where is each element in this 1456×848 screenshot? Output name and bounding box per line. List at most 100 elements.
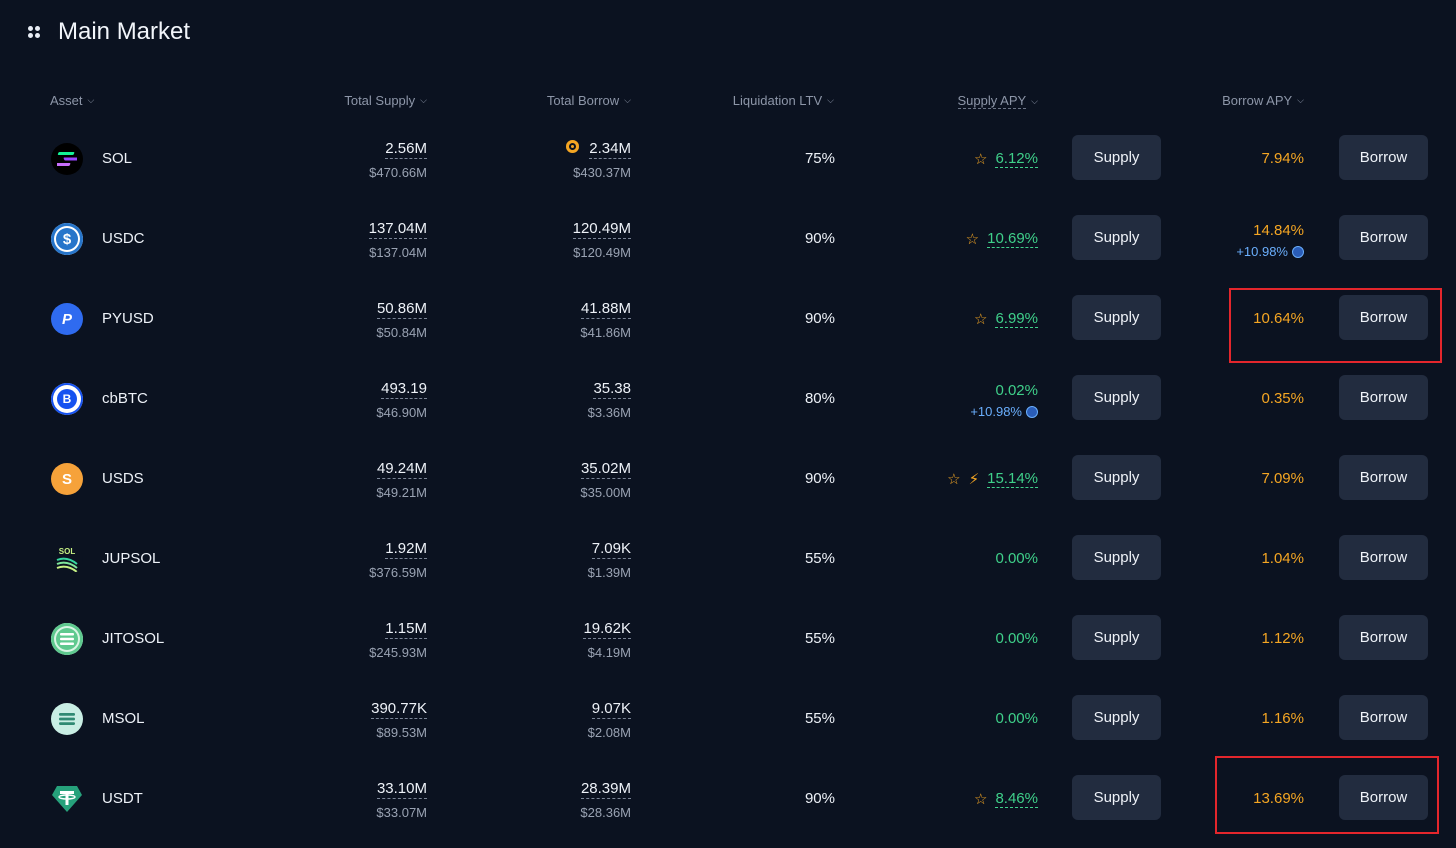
total-supply-amount: 50.86M xyxy=(376,300,427,319)
total-supply-cell: 49.24M $49.21M xyxy=(300,460,427,500)
supply-button[interactable]: Supply xyxy=(1072,375,1161,420)
total-borrow-usd: $41.86M xyxy=(580,325,631,340)
borrow-apy-value: 1.04% xyxy=(1261,550,1304,567)
total-supply-usd: $376.59M xyxy=(369,565,427,580)
column-label: Total Supply xyxy=(344,93,416,108)
star-icon[interactable]: ☆ xyxy=(974,791,988,808)
total-supply-cell: 493.19 $46.90M xyxy=(300,380,427,420)
table-row-cbbtc[interactable]: B cbBTC 493.19 $46.90M 35.38 $3.36M 80% … xyxy=(0,360,1456,440)
borrow-button[interactable]: Borrow xyxy=(1339,135,1428,180)
usdc-token-icon: $ xyxy=(51,223,83,255)
borrow-apy-cell: 14.84% +10.98% xyxy=(1170,222,1304,259)
column-header-total-supply[interactable]: Total Supply ⌵ xyxy=(300,93,427,108)
supply-apy-value: 0.02% xyxy=(995,382,1038,399)
total-supply-usd: $89.53M xyxy=(376,725,427,740)
total-supply-amount: 33.10M xyxy=(376,780,427,799)
liquidation-ltv: 90% xyxy=(804,230,835,247)
total-supply-usd: $50.84M xyxy=(376,325,427,340)
total-supply-usd: $49.21M xyxy=(376,485,427,500)
supply-button[interactable]: Supply xyxy=(1072,135,1161,180)
supply-button[interactable]: Supply xyxy=(1072,295,1161,340)
column-header-liquidation-ltv[interactable]: Liquidation LTV ⌵ xyxy=(700,93,834,108)
total-supply-cell: 137.04M $137.04M xyxy=(300,220,427,260)
supply-apy-value: 15.14% xyxy=(987,470,1038,488)
total-borrow-cell: 28.39M $28.36M xyxy=(500,780,631,820)
supply-apy-value: 6.99% xyxy=(995,310,1038,328)
total-supply-cell: 1.92M $376.59M xyxy=(300,540,427,580)
page-header: Main Market xyxy=(28,16,190,48)
column-header-supply-apy[interactable]: Supply APY ⌵ xyxy=(900,93,1038,109)
total-supply-amount: 1.92M xyxy=(385,540,427,559)
total-borrow-usd: $430.37M xyxy=(573,165,631,180)
table-row-jitosol[interactable]: JITOSOL 1.15M $245.93M 19.62K $4.19M 55%… xyxy=(0,600,1456,680)
grid-dots-icon[interactable] xyxy=(28,26,40,38)
column-label: Borrow APY xyxy=(1222,93,1293,108)
borrow-button[interactable]: Borrow xyxy=(1339,695,1428,740)
asset-symbol: USDS xyxy=(102,470,144,487)
table-row-usdt[interactable]: USDT 33.10M $33.07M 28.39M $28.36M 90% ☆… xyxy=(0,760,1456,840)
asset-symbol: JITOSOL xyxy=(102,630,165,647)
star-icon[interactable]: ☆ xyxy=(974,311,988,328)
table-row-usds[interactable]: S USDS 49.24M $49.21M 35.02M $35.00M 90%… xyxy=(0,440,1456,520)
table-row-jupsol[interactable]: SOL JUPSOL 1.92M $376.59M 7.09K $1.39M 5… xyxy=(0,520,1456,600)
total-borrow-cell: 9.07K $2.08M xyxy=(500,700,631,740)
star-icon[interactable]: ☆ xyxy=(974,151,988,168)
column-label: Liquidation LTV xyxy=(732,93,823,108)
total-borrow-amount: 35.02M xyxy=(580,460,631,479)
borrow-button[interactable]: Borrow xyxy=(1339,295,1428,340)
borrow-button[interactable]: Borrow xyxy=(1339,775,1428,820)
borrow-apy-value: 1.16% xyxy=(1261,710,1304,727)
supply-button[interactable]: Supply xyxy=(1072,615,1161,660)
total-borrow-usd: $35.00M xyxy=(580,485,631,500)
supply-button[interactable]: Supply xyxy=(1072,215,1161,260)
borrow-button[interactable]: Borrow xyxy=(1339,615,1428,660)
total-borrow-amount: 41.88M xyxy=(580,300,631,319)
supply-apy-cell: ☆ 10.69% xyxy=(900,230,1038,248)
table-row-pyusd[interactable]: P PYUSD 50.86M $50.84M 41.88M $41.86M 90… xyxy=(0,280,1456,360)
column-header-asset[interactable]: Asset ⌵ xyxy=(50,93,94,108)
total-supply-amount: 49.24M xyxy=(376,460,427,479)
supply-apy-value: 8.46% xyxy=(995,790,1038,808)
borrow-apy-value: 7.94% xyxy=(1261,150,1304,167)
borrow-apy-value: 10.64% xyxy=(1253,310,1304,327)
total-borrow-usd: $120.49M xyxy=(573,245,631,260)
jitosol-token-icon xyxy=(51,623,83,655)
total-borrow-usd: $3.36M xyxy=(587,405,631,420)
star-icon[interactable]: ☆ xyxy=(965,231,980,248)
usdt-token-icon xyxy=(51,783,83,815)
chevron-down-icon: ⌵ xyxy=(420,95,427,105)
supply-button[interactable]: Supply xyxy=(1072,775,1161,820)
column-label: Supply APY xyxy=(957,93,1027,109)
coin-icon xyxy=(566,140,580,153)
total-borrow-amount: 19.62K xyxy=(583,620,631,639)
page-title: Main Market xyxy=(58,18,191,45)
table-row-sol[interactable]: SOL 2.56M $470.66M 2.34M $430.37M 75% ☆ 6… xyxy=(0,120,1456,200)
liquidation-ltv: 80% xyxy=(804,390,835,407)
table-row-msol[interactable]: MSOL 390.77K $89.53M 9.07K $2.08M 55% 0.… xyxy=(0,680,1456,760)
total-borrow-cell: 19.62K $4.19M xyxy=(500,620,631,660)
supply-button[interactable]: Supply xyxy=(1072,455,1161,500)
supply-button[interactable]: Supply xyxy=(1072,695,1161,740)
column-header-total-borrow[interactable]: Total Borrow ⌵ xyxy=(500,93,631,108)
supply-apy-cell: ☆ 8.46% xyxy=(900,790,1038,808)
total-supply-usd: $137.04M xyxy=(369,245,427,260)
total-supply-amount: 1.15M xyxy=(385,620,427,639)
borrow-button[interactable]: Borrow xyxy=(1339,375,1428,420)
table-row-usdc[interactable]: $ USDC 137.04M $137.04M 120.49M $120.49M… xyxy=(0,200,1456,280)
liquidation-ltv: 75% xyxy=(804,150,835,167)
column-header-borrow-apy[interactable]: Borrow APY ⌵ xyxy=(1170,93,1304,108)
asset-symbol: USDC xyxy=(102,230,145,247)
sol-token-icon xyxy=(51,143,83,175)
supply-button[interactable]: Supply xyxy=(1072,535,1161,580)
borrow-button[interactable]: Borrow xyxy=(1339,215,1428,260)
borrow-button[interactable]: Borrow xyxy=(1339,535,1428,580)
borrow-button[interactable]: Borrow xyxy=(1339,455,1428,500)
chevron-down-icon: ⌵ xyxy=(87,95,95,105)
total-supply-usd: $245.93M xyxy=(369,645,427,660)
total-borrow-cell: 120.49M $120.49M xyxy=(500,220,631,260)
asset-symbol: USDT xyxy=(102,790,143,807)
total-borrow-amount: 28.39M xyxy=(580,780,631,799)
reward-badge-icon xyxy=(1026,405,1038,418)
total-borrow-cell: 2.34M $430.37M xyxy=(500,140,631,180)
star-icon[interactable]: ☆ xyxy=(947,471,961,488)
